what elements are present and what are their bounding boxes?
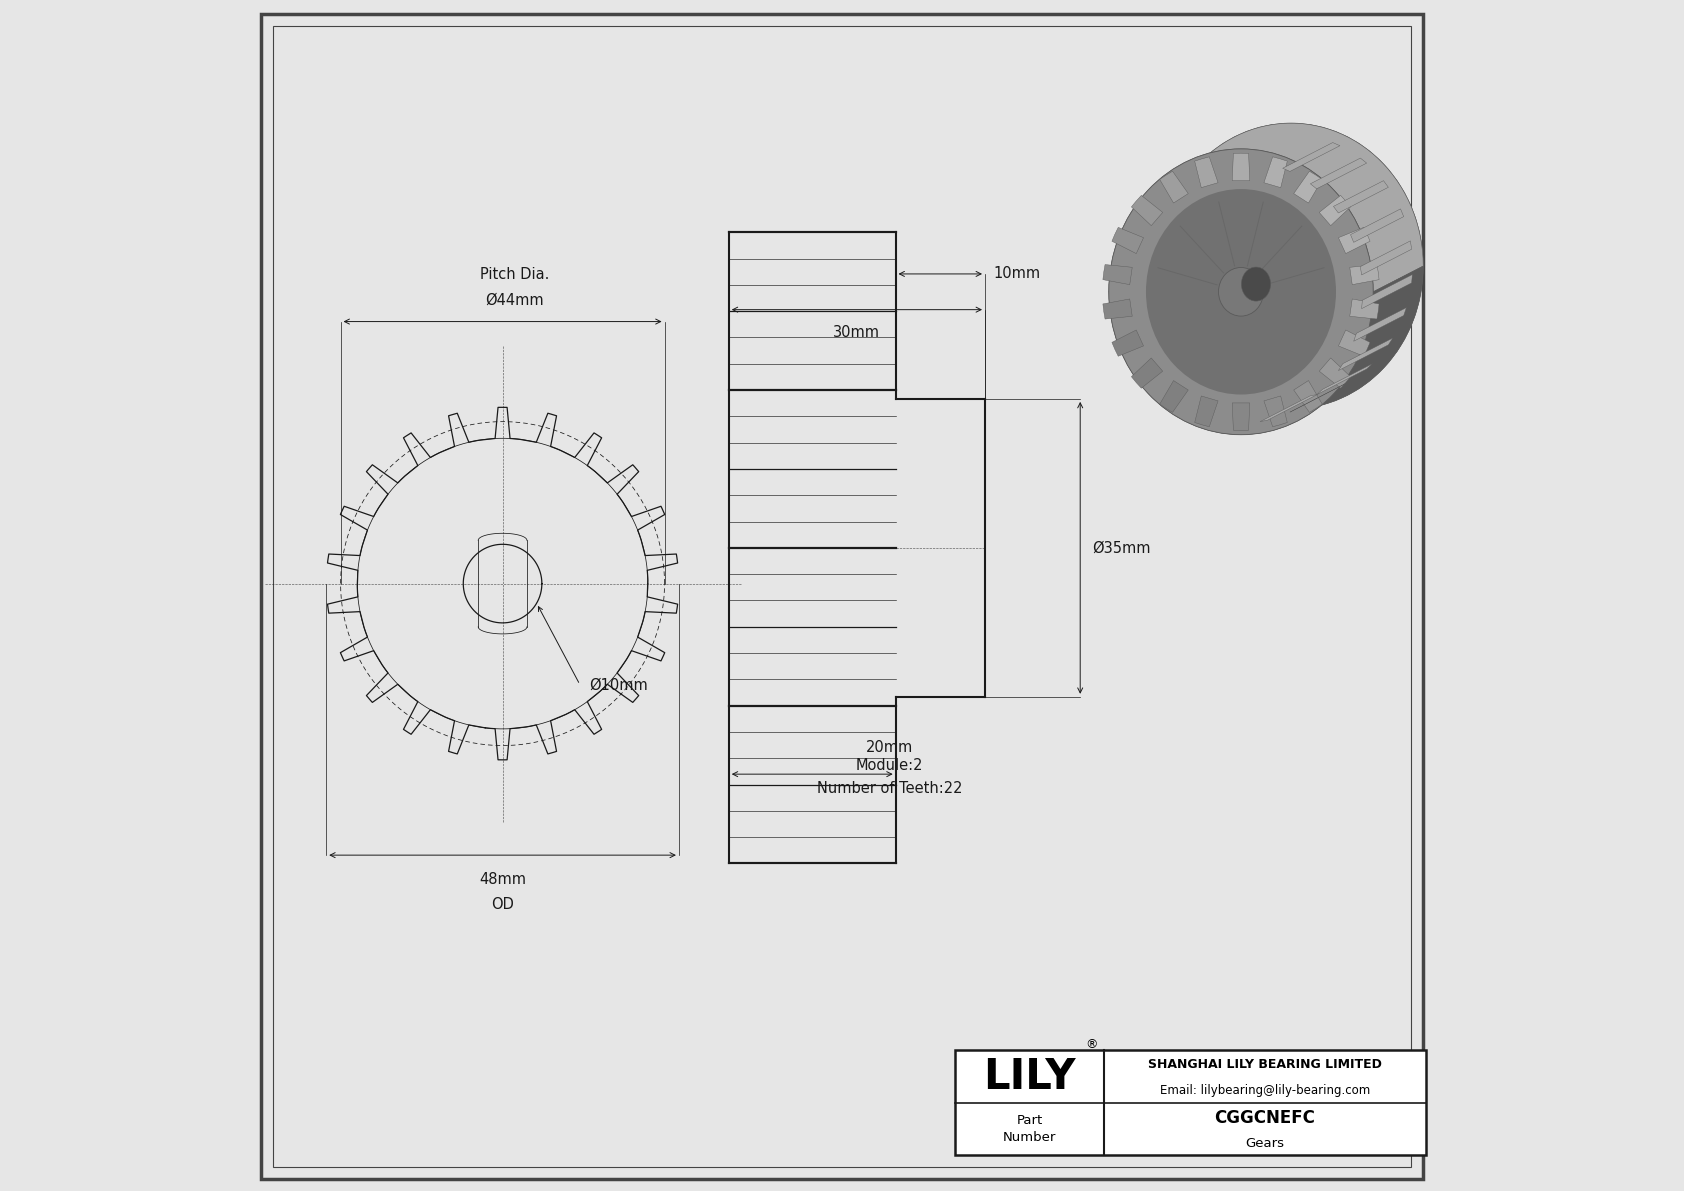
Polygon shape (1103, 264, 1132, 285)
Text: 10mm: 10mm (994, 267, 1041, 281)
Ellipse shape (1157, 200, 1325, 384)
Polygon shape (1339, 227, 1371, 254)
Polygon shape (1108, 123, 1423, 292)
Ellipse shape (1189, 236, 1293, 348)
Polygon shape (1265, 395, 1287, 426)
Ellipse shape (1167, 212, 1315, 372)
Polygon shape (1339, 338, 1393, 370)
Text: Email: lilybearing@lily-bearing.com: Email: lilybearing@lily-bearing.com (1160, 1085, 1369, 1097)
Ellipse shape (1108, 149, 1372, 435)
Polygon shape (1233, 403, 1250, 430)
Polygon shape (1293, 172, 1322, 202)
Text: CGGCNEFC: CGGCNEFC (1214, 1109, 1315, 1128)
Ellipse shape (1219, 268, 1263, 316)
Polygon shape (1111, 330, 1143, 356)
Polygon shape (1317, 363, 1372, 394)
Polygon shape (1293, 381, 1322, 412)
Polygon shape (1132, 195, 1162, 225)
Polygon shape (1362, 274, 1413, 308)
Ellipse shape (1241, 267, 1270, 301)
Text: 48mm: 48mm (478, 872, 525, 887)
Polygon shape (1265, 157, 1287, 188)
Polygon shape (1160, 172, 1189, 202)
Polygon shape (1194, 395, 1218, 426)
Polygon shape (1351, 264, 1379, 285)
Polygon shape (1194, 157, 1218, 188)
Text: ®: ® (1084, 1039, 1098, 1050)
Text: LILY: LILY (983, 1055, 1076, 1098)
Polygon shape (1319, 358, 1351, 388)
Polygon shape (1334, 181, 1388, 213)
Polygon shape (1111, 227, 1143, 254)
Text: OD: OD (492, 897, 514, 912)
Text: Pitch Dia.: Pitch Dia. (480, 267, 549, 282)
Text: Module:2: Module:2 (855, 757, 923, 773)
Ellipse shape (1221, 270, 1261, 313)
Polygon shape (1283, 143, 1340, 172)
Text: SHANGHAI LILY BEARING LIMITED: SHANGHAI LILY BEARING LIMITED (1148, 1059, 1383, 1071)
Polygon shape (1103, 299, 1132, 319)
Polygon shape (1233, 154, 1250, 181)
Text: Number of Teeth:22: Number of Teeth:22 (817, 780, 962, 796)
Ellipse shape (1179, 224, 1303, 360)
Ellipse shape (1159, 123, 1423, 409)
Polygon shape (1351, 299, 1379, 319)
Ellipse shape (1199, 248, 1282, 336)
Ellipse shape (1147, 189, 1335, 394)
Text: Ø44mm: Ø44mm (485, 292, 544, 307)
Polygon shape (1132, 358, 1162, 388)
Polygon shape (1290, 382, 1347, 412)
Polygon shape (1160, 381, 1189, 412)
Polygon shape (1108, 266, 1423, 435)
Ellipse shape (1211, 258, 1271, 325)
Text: 20mm: 20mm (866, 740, 913, 755)
Text: Gears: Gears (1244, 1137, 1285, 1149)
Polygon shape (1260, 394, 1317, 422)
Bar (955, 1050, 1426, 1155)
Polygon shape (1354, 307, 1406, 342)
Polygon shape (1319, 195, 1351, 225)
Polygon shape (1361, 241, 1411, 275)
Polygon shape (1310, 158, 1367, 189)
Text: Ø35mm: Ø35mm (1093, 541, 1150, 555)
Polygon shape (1339, 330, 1371, 356)
Text: Part
Number: Part Number (1004, 1114, 1056, 1145)
Text: Ø10mm: Ø10mm (589, 678, 648, 692)
Polygon shape (1351, 208, 1404, 242)
Text: 30mm: 30mm (834, 325, 881, 341)
